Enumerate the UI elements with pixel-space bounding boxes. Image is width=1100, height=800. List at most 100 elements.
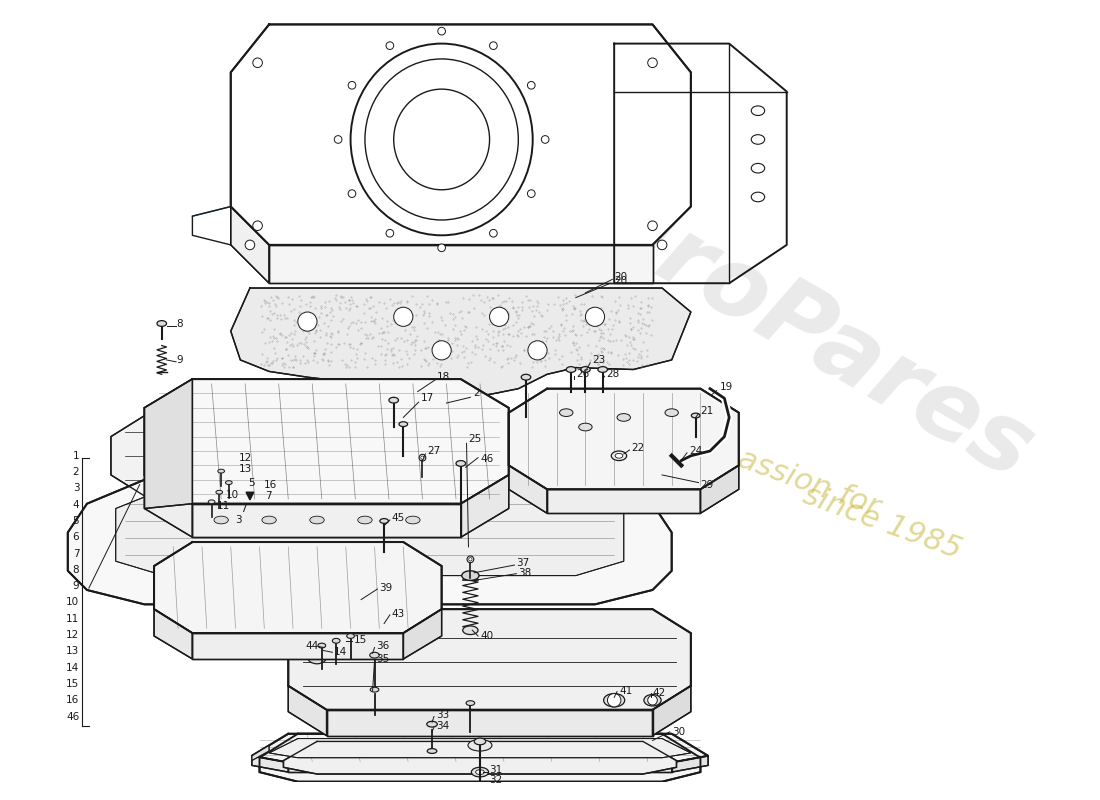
Text: 9: 9 [176,355,183,365]
Text: 28: 28 [606,370,619,379]
Circle shape [253,221,263,230]
Text: 44: 44 [306,641,319,650]
Circle shape [648,221,658,230]
Text: 12: 12 [66,630,79,640]
Text: a passion for: a passion for [690,428,884,522]
Ellipse shape [475,770,484,774]
Ellipse shape [579,423,592,431]
Polygon shape [288,686,327,736]
Polygon shape [231,206,270,283]
Ellipse shape [466,701,475,706]
Circle shape [298,312,317,331]
Ellipse shape [208,500,214,504]
Text: 13: 13 [66,646,79,656]
Text: 8: 8 [73,565,79,575]
Polygon shape [144,475,192,538]
Ellipse shape [474,738,486,745]
Polygon shape [144,379,508,504]
Polygon shape [154,609,192,659]
Polygon shape [144,379,192,509]
Text: 11: 11 [66,614,79,624]
Polygon shape [116,490,624,576]
Text: 39: 39 [379,583,393,593]
Polygon shape [508,466,547,514]
Circle shape [386,42,394,50]
Circle shape [658,240,667,250]
Text: 4: 4 [73,500,79,510]
Ellipse shape [615,454,623,458]
Text: 15: 15 [353,635,366,645]
Text: 16: 16 [263,479,276,490]
Circle shape [528,190,535,198]
Ellipse shape [214,516,229,524]
Text: 19: 19 [719,382,733,392]
Ellipse shape [598,366,607,372]
Text: 23: 23 [592,355,605,365]
Polygon shape [154,542,441,633]
Text: 31: 31 [490,765,503,775]
Polygon shape [672,756,708,772]
Circle shape [253,58,263,67]
Ellipse shape [332,638,340,643]
Ellipse shape [581,366,591,372]
Ellipse shape [218,470,224,473]
Text: 15: 15 [66,679,79,689]
Circle shape [528,341,547,360]
Text: 8: 8 [176,318,183,329]
Polygon shape [111,413,557,499]
Text: 14: 14 [66,662,79,673]
Ellipse shape [216,490,222,494]
Text: 3: 3 [73,483,79,494]
Text: 42: 42 [652,687,666,698]
Circle shape [648,58,658,67]
Ellipse shape [521,374,531,380]
Text: 11: 11 [217,501,230,510]
Polygon shape [246,492,254,500]
Polygon shape [231,288,691,396]
Circle shape [245,240,255,250]
Text: 7: 7 [265,491,272,501]
Text: 3: 3 [235,515,242,525]
Ellipse shape [691,413,700,418]
Polygon shape [284,742,676,774]
Text: 6: 6 [73,532,79,542]
Ellipse shape [346,634,354,638]
Text: 25: 25 [469,434,482,445]
Polygon shape [252,746,270,761]
Text: 24: 24 [689,446,702,456]
Circle shape [528,82,535,89]
Text: 5: 5 [248,478,254,488]
Text: 32: 32 [490,774,503,785]
Polygon shape [231,25,691,245]
Polygon shape [288,762,672,772]
Polygon shape [652,686,691,736]
Circle shape [585,307,605,326]
Polygon shape [547,490,701,514]
Ellipse shape [262,516,276,524]
Ellipse shape [427,722,438,727]
Ellipse shape [463,626,478,634]
Text: 21: 21 [701,406,714,416]
Ellipse shape [371,687,378,692]
Ellipse shape [468,739,492,751]
Polygon shape [327,710,652,736]
Text: 14: 14 [334,647,348,658]
Circle shape [438,244,446,252]
Text: 20: 20 [614,276,627,286]
Circle shape [490,307,508,326]
Text: 2: 2 [473,389,480,398]
Text: 10: 10 [226,490,239,500]
Polygon shape [701,466,739,514]
Ellipse shape [560,409,573,417]
Text: 5: 5 [73,516,79,526]
Text: 22: 22 [631,443,645,453]
Text: 13: 13 [239,464,252,474]
Text: 38: 38 [518,568,531,578]
Text: since 1985: since 1985 [800,481,966,565]
Circle shape [348,190,355,198]
Text: 2: 2 [73,467,79,477]
Ellipse shape [604,694,625,707]
Text: 12: 12 [239,453,252,462]
Ellipse shape [427,749,437,754]
Text: 35: 35 [376,654,389,664]
